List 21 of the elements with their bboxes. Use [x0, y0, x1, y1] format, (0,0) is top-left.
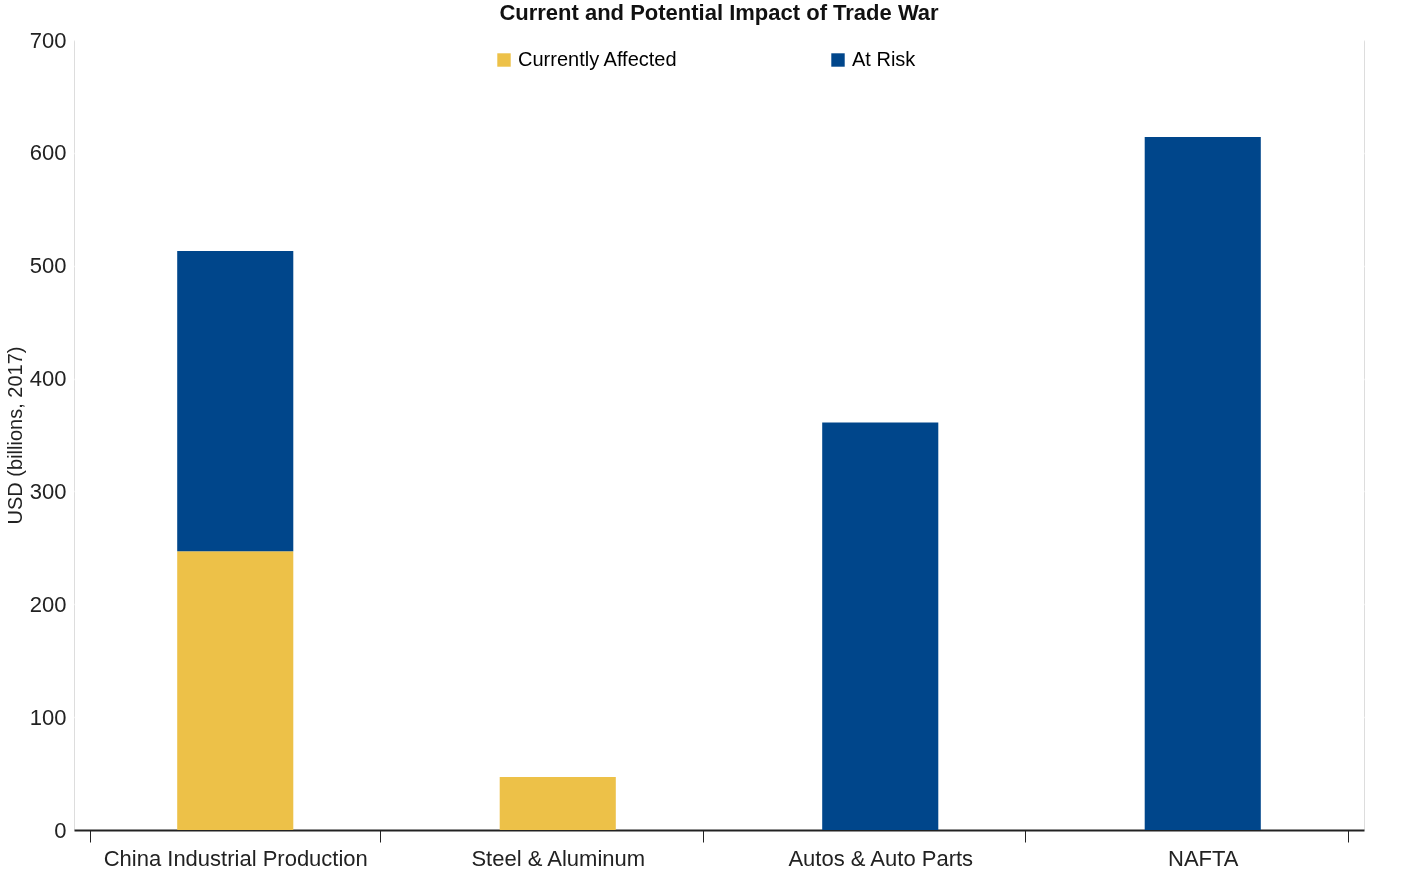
legend-label: At Risk	[852, 48, 917, 70]
y-tick-label: 300	[29, 478, 67, 504]
y-tick-label: 0	[54, 817, 67, 843]
bar	[177, 551, 294, 830]
y-tick-label: 600	[29, 140, 67, 166]
y-tick-label: 500	[29, 253, 67, 279]
x-tick-label: Steel & Aluminum	[471, 845, 646, 871]
x-tick-label: NAFTA	[1168, 845, 1239, 871]
bar	[1144, 137, 1261, 830]
chart-title: Current and Potential Impact of Trade War	[499, 0, 940, 25]
bar	[177, 251, 294, 552]
x-tick-label: China Industrial Production	[103, 845, 368, 871]
y-tick-label: 700	[29, 27, 67, 53]
y-tick-label: 400	[29, 366, 67, 392]
y-tick-label: 100	[29, 704, 67, 730]
y-axis-title: USD (billions, 2017)	[3, 346, 26, 525]
x-tick-label: Autos & Auto Parts	[788, 845, 974, 871]
bar	[499, 776, 616, 830]
legend-label: Currently Affected	[518, 48, 677, 70]
bar	[822, 422, 939, 830]
y-tick-label: 200	[29, 591, 67, 617]
